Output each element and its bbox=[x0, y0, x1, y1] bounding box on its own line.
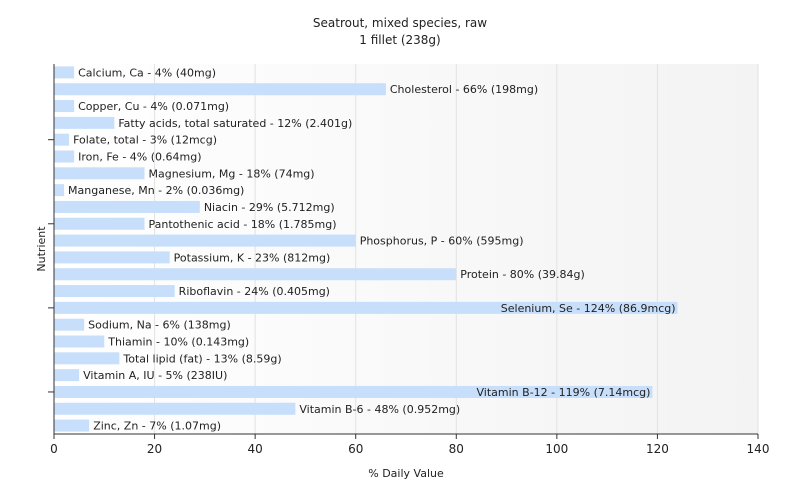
x-tick-label: 40 bbox=[248, 442, 263, 456]
chart-title: Seatrout, mixed species, raw bbox=[313, 16, 487, 30]
bar bbox=[54, 167, 145, 180]
bar bbox=[54, 100, 75, 113]
y-axis-ticks bbox=[48, 139, 54, 393]
x-tick-label: 60 bbox=[348, 442, 363, 456]
bar-label: Niacin - 29% (5.712mg) bbox=[204, 201, 335, 214]
bar bbox=[54, 402, 296, 415]
bar-label: Fatty acids, total saturated - 12% (2.40… bbox=[118, 117, 352, 130]
bar bbox=[54, 268, 457, 281]
bar bbox=[54, 352, 120, 365]
bars bbox=[54, 66, 678, 432]
bar bbox=[54, 385, 653, 398]
x-tick-label: 80 bbox=[449, 442, 464, 456]
bar-label: Selenium, Se - 124% (86.9mcg) bbox=[501, 302, 676, 315]
bar bbox=[54, 116, 115, 129]
bar bbox=[54, 66, 75, 79]
bar-label: Vitamin B-6 - 48% (0.952mg) bbox=[299, 403, 460, 416]
x-tick-label: 120 bbox=[646, 442, 669, 456]
x-tick-label: 0 bbox=[50, 442, 58, 456]
bar-label: Vitamin A, IU - 5% (238IU) bbox=[83, 369, 227, 382]
bar bbox=[54, 234, 356, 247]
bar bbox=[54, 200, 200, 213]
bar-label: Cholesterol - 66% (198mg) bbox=[390, 83, 538, 96]
bar bbox=[54, 251, 170, 264]
bar bbox=[54, 184, 65, 197]
bar bbox=[54, 217, 145, 230]
bar-label: Copper, Cu - 4% (0.071mg) bbox=[78, 100, 229, 113]
bar-label: Potassium, K - 23% (812mg) bbox=[174, 251, 331, 264]
bar-label: Thiamin - 10% (0.143mg) bbox=[107, 336, 249, 349]
bar bbox=[54, 301, 678, 314]
bar-label: Zinc, Zn - 7% (1.07mg) bbox=[93, 420, 221, 433]
bar bbox=[54, 335, 105, 348]
bar-label: Manganese, Mn - 2% (0.036mg) bbox=[68, 184, 244, 197]
bar bbox=[54, 133, 70, 146]
bar-label: Phosphorus, P - 60% (595mg) bbox=[360, 235, 524, 248]
bar-label: Total lipid (fat) - 13% (8.59g) bbox=[122, 352, 281, 365]
grid-lines bbox=[154, 64, 759, 434]
bar bbox=[54, 318, 85, 331]
bar-label: Riboflavin - 24% (0.405mg) bbox=[179, 285, 330, 298]
x-tick-label: 140 bbox=[747, 442, 770, 456]
bar-label: Folate, total - 3% (12mcg) bbox=[73, 134, 217, 147]
bar-label: Pantothenic acid - 18% (1.785mg) bbox=[149, 218, 337, 231]
plot-area bbox=[54, 64, 758, 434]
x-tick-label: 100 bbox=[545, 442, 568, 456]
bar-label: Protein - 80% (39.84g) bbox=[460, 268, 585, 281]
bar-label: Magnesium, Mg - 18% (74mg) bbox=[149, 167, 315, 180]
bar-label: Sodium, Na - 6% (138mg) bbox=[88, 319, 231, 332]
bar bbox=[54, 369, 80, 382]
bar-label: Vitamin B-12 - 119% (7.14mcg) bbox=[477, 386, 651, 399]
bar-labels: Calcium, Ca - 4% (40mg) Cholesterol - 66%… bbox=[68, 66, 675, 432]
chart-subtitle: 1 fillet (238g) bbox=[359, 33, 440, 47]
x-tick-label: 20 bbox=[147, 442, 162, 456]
bar-label: Iron, Fe - 4% (0.64mg) bbox=[78, 151, 201, 164]
bar-label: Calcium, Ca - 4% (40mg) bbox=[78, 66, 216, 79]
bar bbox=[54, 150, 75, 163]
bar bbox=[54, 285, 175, 298]
x-axis-label: % Daily Value bbox=[368, 467, 444, 480]
bar bbox=[54, 419, 90, 432]
y-axis-label: Nutrient bbox=[35, 226, 48, 272]
bar bbox=[54, 83, 386, 96]
x-axis-ticks: 0 20 40 60 80 100 120 140 bbox=[50, 434, 769, 456]
